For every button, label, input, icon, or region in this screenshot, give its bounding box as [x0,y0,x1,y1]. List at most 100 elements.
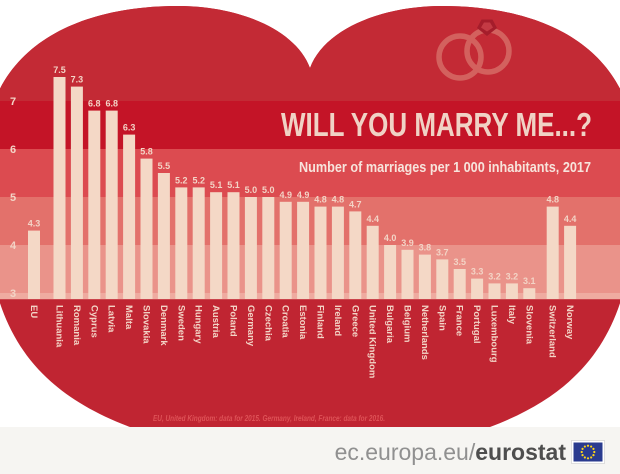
country-label-sweden: Sweden [175,305,186,341]
country-label-spain: Spain [436,305,447,331]
stripe-bands [0,6,620,300]
band-7-99 [0,6,620,101]
country-label-norway: Norway [564,305,575,340]
bar-belgium [401,249,414,299]
bar-austria [210,192,223,299]
flag-star [592,447,595,450]
flag-star [583,456,586,459]
bar-romania [70,86,83,299]
bar-value-eu: 4.3 [28,219,41,229]
footer-url-prefix: ec.europa.eu/ [335,439,476,465]
country-label-czechia: Czechia [262,305,273,342]
country-label-germany: Germany [245,305,256,347]
country-label-poland: Poland [228,305,239,337]
country-label-slovakia: Slovakia [141,305,152,344]
bar-luxembourg [488,283,501,299]
bar-value-spain: 3.7 [436,247,449,257]
bar-switzerland [546,206,559,299]
country-label-denmark: Denmark [158,305,169,346]
bar-bulgaria [384,245,397,299]
y-tick-7: 7 [10,96,16,108]
country-label-france: France [454,305,465,336]
eu-flag-icon [571,440,605,464]
country-label-eu: EU [28,305,39,318]
bar-value-france: 3.5 [453,257,466,267]
flag-star [590,456,593,459]
flag-star [580,450,583,454]
flag-star [586,444,590,447]
bar-denmark [157,173,170,299]
country-labels: EU Lithuania Romania Cyprus Latvia Malta Slova… [28,305,575,378]
bar-germany [244,197,257,299]
country-label-austria: Austria [210,305,221,338]
bar-value-romania: 7.3 [71,75,84,85]
bar-value-luxembourg: 3.2 [488,271,501,281]
country-label-romania: Romania [71,305,82,346]
bar-value-bulgaria: 4.0 [384,233,397,243]
band-2.87-3 [0,293,620,300]
bar-value-united-kingdom: 4.4 [366,214,379,224]
bar-value-malta: 6.3 [123,123,136,133]
bar-czechia [262,197,275,299]
bar-ireland [331,206,344,299]
bar-value-finland: 4.8 [314,195,327,205]
bar-value-ireland: 4.8 [332,195,345,205]
country-label-netherlands: Netherlands [419,305,430,360]
band-6-7 [0,101,620,149]
flag-star [593,450,596,454]
flag-star [592,454,595,457]
country-label-ireland: Ireland [332,305,343,336]
diamond-facet [481,22,493,32]
country-label-slovenia: Slovenia [523,305,534,345]
flag-star [590,445,593,448]
country-label-switzerland: Switzerland [547,305,558,358]
bar-lithuania [53,77,66,299]
country-label-croatia: Croatia [280,305,291,338]
bar-cyprus [88,110,101,299]
country-label-portugal: Portugal [471,305,482,344]
bar-value-lithuania: 7.5 [53,65,66,75]
bar-value-slovenia: 3.1 [523,276,536,286]
bar-value-hungary: 5.2 [192,175,205,185]
bar-value-germany: 5.0 [245,185,258,195]
y-tick-5: 5 [10,192,16,204]
country-label-bulgaria: Bulgaria [384,305,395,344]
bar-greece [349,211,362,299]
bar-estonia [297,201,310,299]
bar-sweden [175,187,188,299]
y-tick-6: 6 [10,144,16,156]
footer-bar [0,427,620,474]
bar-value-switzerland: 4.8 [546,195,559,205]
bar-value-italy: 3.2 [506,271,519,281]
flag-field [573,442,603,462]
country-label-united-kingdom: United Kingdom [367,305,378,378]
bar-slovakia [140,158,153,299]
bar-france [453,269,466,299]
bar-value-austria: 5.1 [210,180,223,190]
country-label-lithuania: Lithuania [54,305,65,348]
bar-value-latvia: 6.8 [105,99,118,109]
flag-star [586,457,590,460]
bar-latvia [105,110,118,299]
bar-finland [314,206,327,299]
band-4-5 [0,197,620,245]
country-label-luxembourg: Luxembourg [489,305,500,363]
country-label-malta: Malta [123,305,134,330]
bar-value-netherlands: 3.8 [419,243,432,253]
bar-united-kingdom [366,225,379,299]
y-axis-labels: 7 6 5 4 3 [10,96,17,300]
band-5-6 [0,149,620,197]
flag-star [581,447,584,450]
bar-value-croatia: 4.9 [279,190,292,200]
country-label-latvia: Latvia [106,305,117,333]
chart-title: WILL YOU MARRY ME...? [281,106,592,143]
country-label-cyprus: Cyprus [88,305,99,338]
bar-value-sweden: 5.2 [175,175,188,185]
bar-value-cyprus: 6.8 [88,99,101,109]
bar-portugal [471,278,484,299]
chart-subtitle: Number of marriages per 1 000 inhabitant… [299,159,591,176]
ring-left [436,33,484,81]
wedding-rings-icon [436,19,512,81]
